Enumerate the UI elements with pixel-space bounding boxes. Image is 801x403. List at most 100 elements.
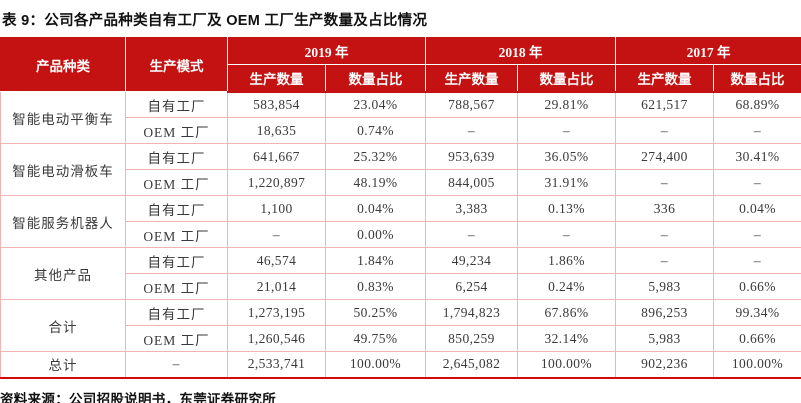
header-quantity-2019: 生产数量	[227, 64, 326, 93]
value-cell: 788,567	[425, 91, 518, 118]
table-row: OEM 工厂 – 0.00% – – – –	[1, 221, 801, 248]
table-row: OEM 工厂 21,014 0.83% 6,254 0.24% 5,983 0.…	[1, 273, 801, 300]
value-cell: 1,260,546	[227, 325, 326, 352]
value-cell: 6,254	[425, 273, 518, 300]
value-cell: 274,400	[615, 143, 714, 170]
table-title: 表 9：公司各产品种类自有工厂及 OEM 工厂生产数量及占比情况	[2, 13, 428, 29]
value-cell: 32.14%	[517, 325, 616, 352]
mode-cell: 自有工厂	[125, 247, 228, 274]
value-cell: –	[227, 221, 326, 248]
production-table: 产品种类 生产模式 2019 年 2018 年 2017 年 生产数量 数量占比…	[0, 37, 801, 379]
table-row: 智能电动滑板车 自有工厂 641,667 25.32% 953,639 36.0…	[0, 143, 801, 196]
product-cell: 智能服务机器人	[0, 195, 126, 248]
value-cell: –	[517, 117, 616, 144]
value-cell: 1,220,897	[227, 169, 326, 196]
value-cell: 0.83%	[325, 273, 426, 300]
mode-cell: OEM 工厂	[125, 169, 228, 196]
value-cell: 25.32%	[325, 143, 426, 170]
mode-cell: 自有工厂	[125, 91, 228, 118]
mode-cell: OEM 工厂	[125, 325, 228, 352]
value-cell: 850,259	[425, 325, 518, 352]
header-year-2019: 2019 年	[227, 37, 426, 65]
header-year-2018: 2018 年	[425, 37, 616, 65]
header-quantity-2018: 生产数量	[425, 64, 518, 93]
value-cell: 0.66%	[713, 325, 801, 352]
table-row: OEM 工厂 18,635 0.74% – – – –	[1, 117, 801, 144]
mode-cell: OEM 工厂	[125, 221, 228, 248]
value-cell: –	[615, 247, 714, 274]
value-cell: 30.41%	[713, 143, 801, 170]
value-cell: 67.86%	[517, 299, 616, 326]
header-share-2019: 数量占比	[325, 64, 426, 93]
value-cell: 21,014	[227, 273, 326, 300]
value-cell: 100.00%	[325, 351, 426, 379]
value-cell: 896,253	[615, 299, 714, 326]
value-cell: 2,645,082	[425, 351, 518, 379]
value-cell: 1.86%	[517, 247, 616, 274]
value-cell: 0.74%	[325, 117, 426, 144]
value-cell: –	[615, 117, 714, 144]
table-header: 产品种类 生产模式 2019 年 2018 年 2017 年 生产数量 数量占比…	[0, 37, 801, 93]
value-cell: 68.89%	[713, 91, 801, 118]
value-cell: 0.04%	[325, 195, 426, 222]
value-cell: 902,236	[615, 351, 714, 379]
value-cell: 23.04%	[325, 91, 426, 118]
value-cell: 0.24%	[517, 273, 616, 300]
value-cell: 29.81%	[517, 91, 616, 118]
value-cell: 0.66%	[713, 273, 801, 300]
product-cell: 智能电动滑板车	[0, 143, 126, 196]
value-cell: 46,574	[227, 247, 326, 274]
mode-cell: 自有工厂	[125, 299, 228, 326]
value-cell: 49,234	[425, 247, 518, 274]
value-cell: 5,983	[615, 325, 714, 352]
value-cell: 0.00%	[325, 221, 426, 248]
table-body: 智能电动平衡车 自有工厂 583,854 23.04% 788,567 29.8…	[0, 91, 801, 379]
value-cell: 100.00%	[713, 351, 801, 379]
header-year-2017: 2017 年	[615, 37, 801, 65]
value-cell: 3,383	[425, 195, 518, 222]
mode-cell: –	[125, 351, 228, 379]
value-cell: –	[713, 221, 801, 248]
mode-cell: OEM 工厂	[125, 273, 228, 300]
value-cell: –	[615, 221, 714, 248]
mode-cell: 自有工厂	[125, 195, 228, 222]
value-cell: 1.84%	[325, 247, 426, 274]
value-cell: 1,794,823	[425, 299, 518, 326]
value-cell: 31.91%	[517, 169, 616, 196]
value-cell: –	[713, 169, 801, 196]
value-cell: 99.34%	[713, 299, 801, 326]
value-cell: 49.75%	[325, 325, 426, 352]
value-cell: 336	[615, 195, 714, 222]
header-quantity-2017: 生产数量	[615, 64, 714, 93]
table-row: 智能电动平衡车 自有工厂 583,854 23.04% 788,567 29.8…	[0, 91, 801, 144]
value-cell: 0.13%	[517, 195, 616, 222]
header-production-mode: 生产模式	[125, 37, 228, 92]
value-cell: 48.19%	[325, 169, 426, 196]
value-cell: 0.04%	[713, 195, 801, 222]
product-cell: 智能电动平衡车	[0, 91, 126, 144]
value-cell: 100.00%	[517, 351, 616, 379]
product-cell: 合计	[0, 299, 126, 352]
mode-cell: OEM 工厂	[125, 117, 228, 144]
table-row: OEM 工厂 1,220,897 48.19% 844,005 31.91% –…	[1, 169, 801, 196]
mode-cell: 自有工厂	[125, 143, 228, 170]
value-cell: 1,100	[227, 195, 326, 222]
value-cell: 36.05%	[517, 143, 616, 170]
value-cell: –	[713, 117, 801, 144]
table-row: 智能服务机器人 自有工厂 1,100 0.04% 3,383 0.13% 336…	[0, 195, 801, 248]
value-cell: 5,983	[615, 273, 714, 300]
value-cell: –	[425, 117, 518, 144]
value-cell: –	[425, 221, 518, 248]
table-row: 合计 自有工厂 1,273,195 50.25% 1,794,823 67.86…	[0, 299, 801, 352]
table-row: 其他产品 自有工厂 46,574 1.84% 49,234 1.86% – –	[0, 247, 801, 300]
value-cell: 1,273,195	[227, 299, 326, 326]
value-cell: 953,639	[425, 143, 518, 170]
header-share-2018: 数量占比	[517, 64, 616, 93]
value-cell: –	[615, 169, 714, 196]
value-cell: 2,533,741	[227, 351, 326, 379]
value-cell: –	[517, 221, 616, 248]
header-row-subcolumns: 生产数量 数量占比 生产数量 数量占比 生产数量 数量占比	[1, 64, 801, 93]
value-cell: 583,854	[227, 91, 326, 118]
value-cell: 18,635	[227, 117, 326, 144]
